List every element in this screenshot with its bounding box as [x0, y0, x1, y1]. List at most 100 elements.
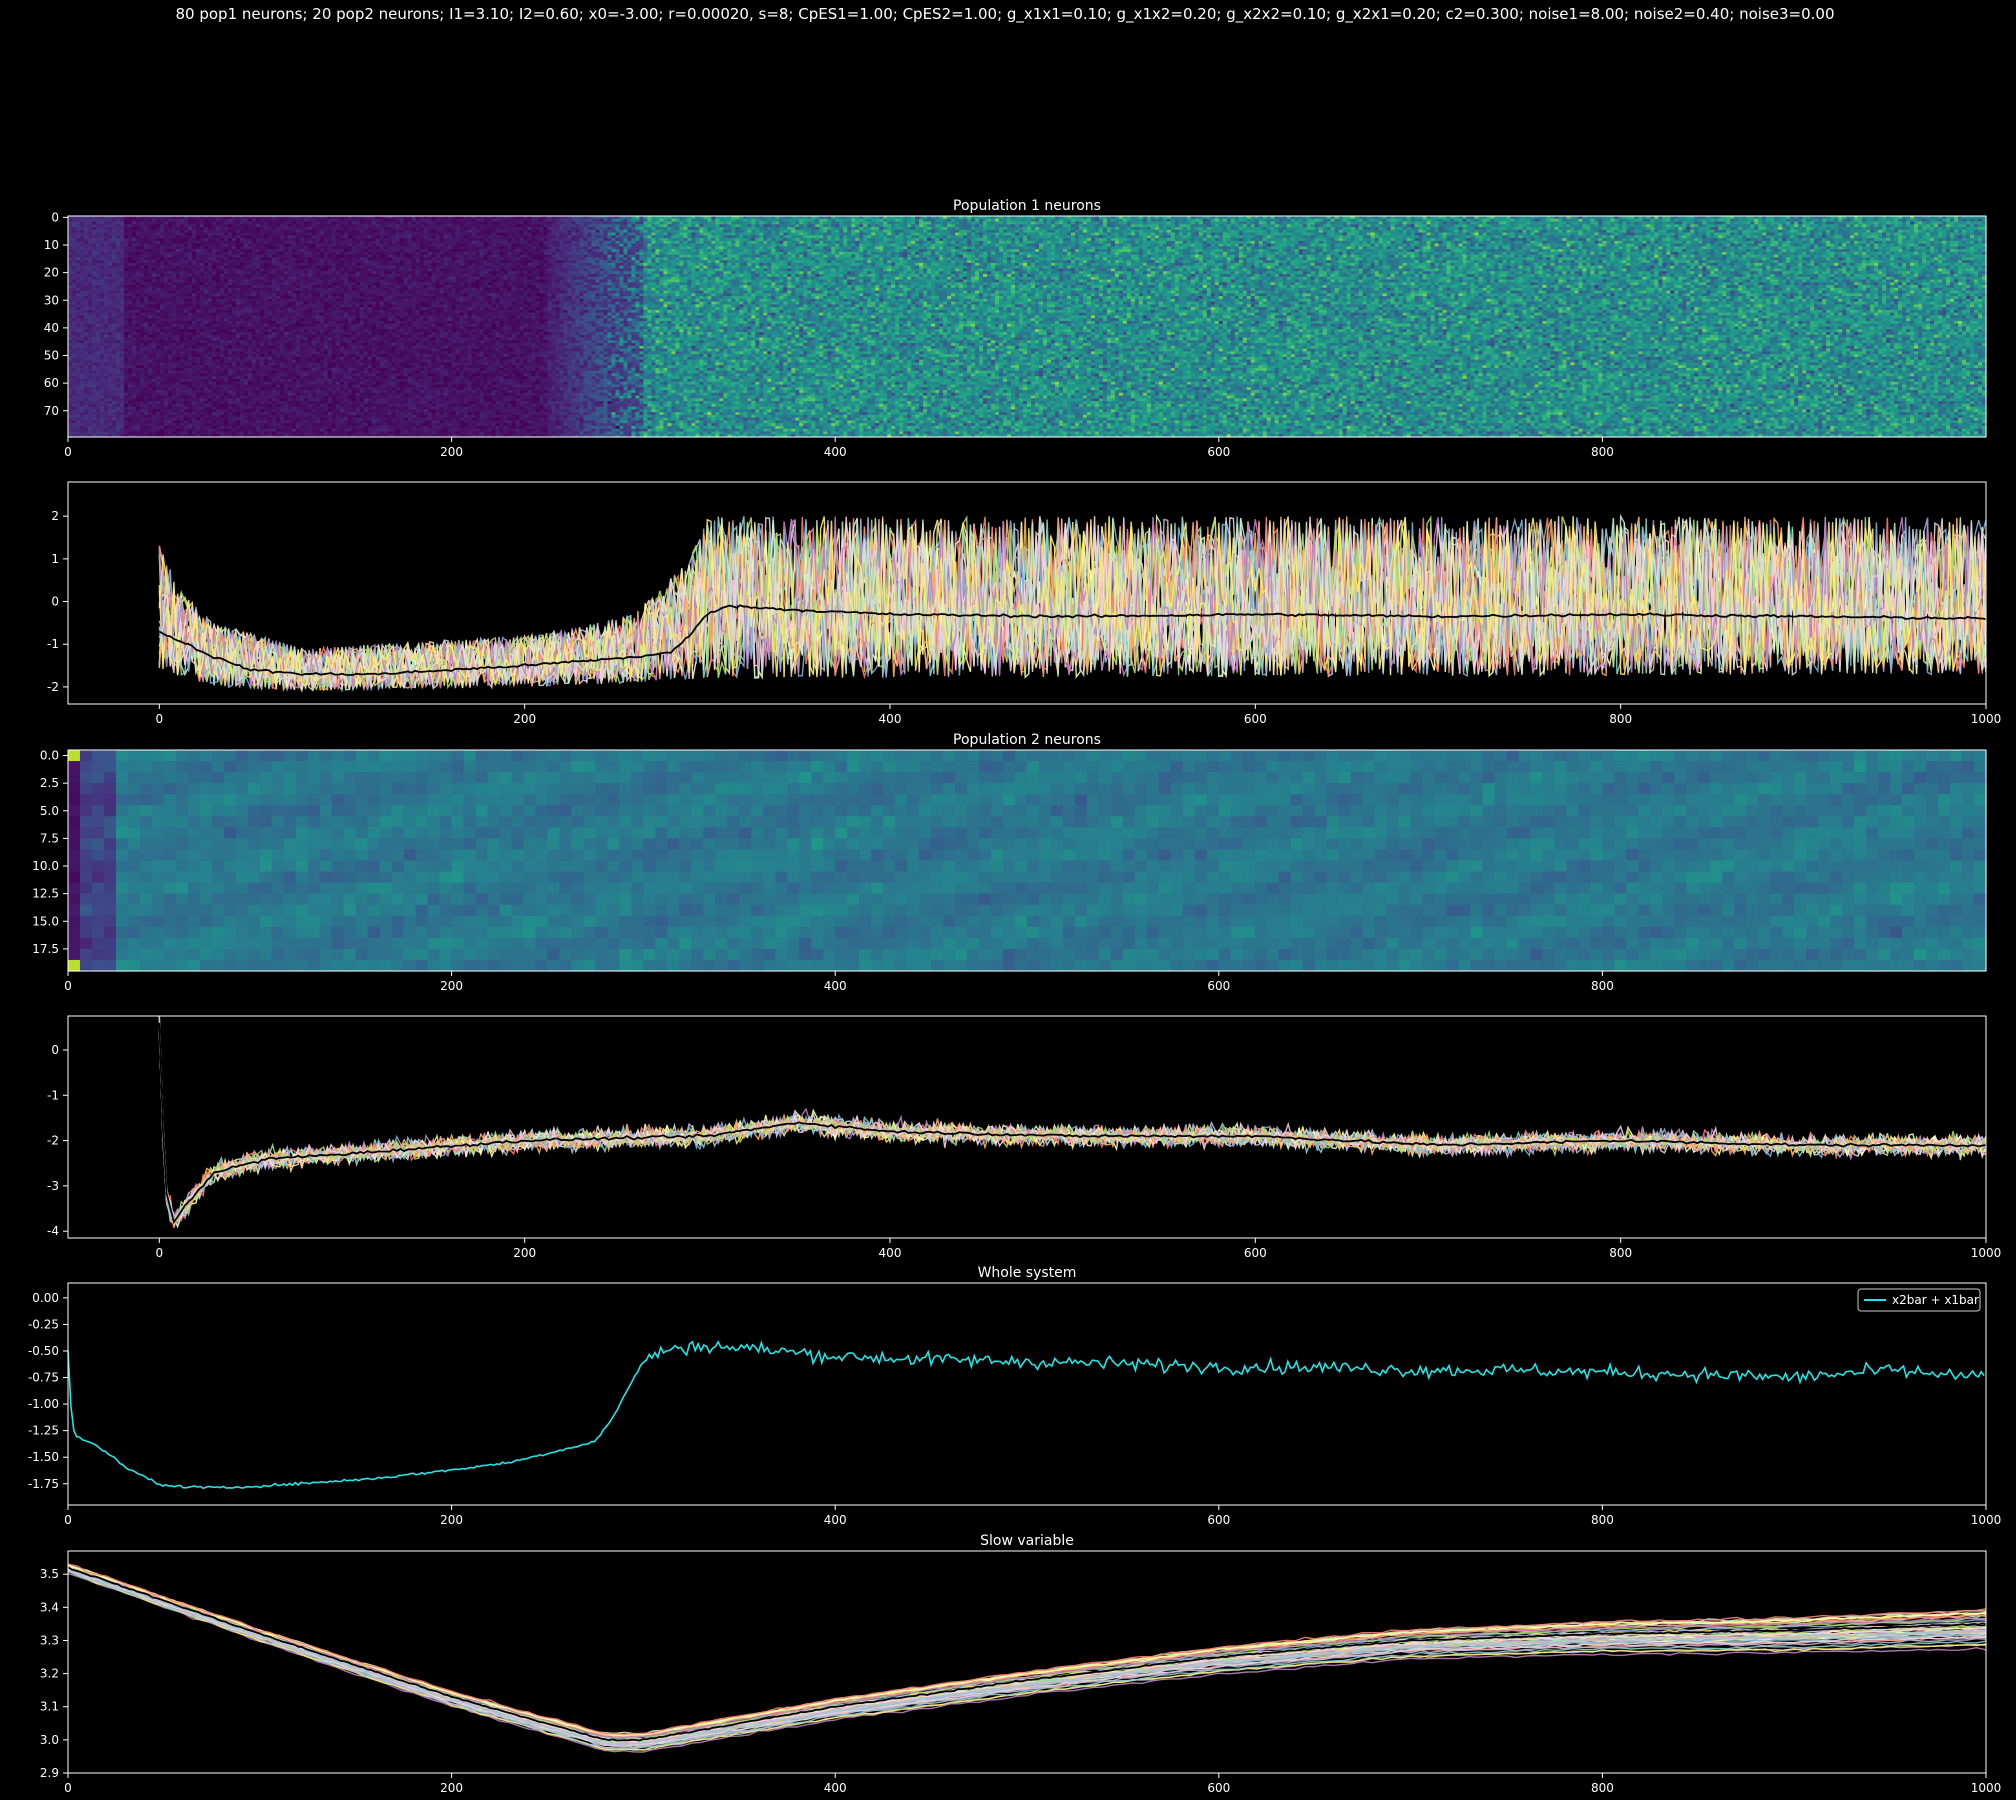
pop2-heatmap-title: Population 2 neurons: [953, 732, 1101, 748]
pop2-heatmap-ytick-label: 2.5: [40, 776, 59, 790]
whole-system-ytick-label: -1.00: [28, 1397, 59, 1411]
pop2-traces-series-line: [159, 1016, 1986, 1227]
pop2-traces-series-line: [159, 1029, 1986, 1226]
pop1-heatmap-cells: [68, 216, 1987, 438]
pop1-heatmap-xtick-label: 800: [1591, 445, 1614, 459]
pop2-traces-xtick-label: 1000: [1971, 1246, 2002, 1260]
pop2-traces-series-line: [159, 1019, 1986, 1218]
pop2-traces-series-line: [159, 1025, 1986, 1221]
whole-system-ytick-label: -0.25: [28, 1317, 59, 1331]
pop2-heatmap-ytick-label: 0.0: [40, 749, 59, 763]
pop2-traces-series-line: [159, 1022, 1986, 1218]
pop2-traces-series-line: [159, 1027, 1986, 1223]
slow-variable-ytick-label: 3.1: [40, 1700, 59, 1714]
slow-variable-series-line: [68, 1570, 1986, 1745]
pop2-traces-xtick-label: 600: [1244, 1246, 1267, 1260]
whole-system-ytick-label: -0.75: [28, 1371, 59, 1385]
slow-variable-ytick-label: 3.5: [40, 1567, 59, 1581]
slow-variable-ytick-label: 3.0: [40, 1733, 59, 1747]
pop2-heatmap-ytick-label: 17.5: [32, 942, 59, 956]
pop1-traces-xtick-label: 0: [156, 712, 164, 726]
slow-variable-series-line: [68, 1567, 1986, 1737]
slow-variable-title: Slow variable: [980, 1533, 1074, 1549]
slow-variable-series-line: [68, 1571, 1986, 1748]
pop1-traces-ytick-label: 1: [51, 552, 59, 566]
pop1-heatmap-xtick-label: 600: [1207, 445, 1230, 459]
pop1-traces-xtick-label: 200: [513, 712, 536, 726]
pop2-traces-ytick-label: -1: [47, 1088, 59, 1102]
slow-variable-ytick-label: 3.2: [40, 1667, 59, 1681]
slow-variable-series-line: [68, 1570, 1986, 1745]
pop2-heatmap-ytick-label: 10.0: [32, 859, 59, 873]
pop1-traces-ytick-label: 0: [51, 595, 59, 609]
pop2-heatmap-ytick-label: 5.0: [40, 804, 59, 818]
slow-variable-series-line: [68, 1570, 1986, 1744]
slow-variable-series-line: [68, 1567, 1986, 1743]
slow-variable-series-line: [68, 1570, 1986, 1745]
slow-variable-ytick-label: 3.3: [40, 1633, 59, 1647]
pop1-traces-xtick-label: 1000: [1971, 712, 2002, 726]
whole-system-ytick-label: -1.75: [28, 1477, 59, 1491]
pop2-traces-series-line: [159, 1030, 1986, 1223]
slow-variable-series-line: [68, 1569, 1986, 1745]
pop1-traces-xtick-label: 600: [1244, 712, 1267, 726]
figure-suptitle: 80 pop1 neurons; 20 pop2 neurons; I1=3.1…: [176, 5, 1835, 24]
whole-system-title: Whole system: [978, 1265, 1077, 1281]
slow-variable-series-line: [68, 1570, 1986, 1746]
slow-variable-series-line: [68, 1570, 1986, 1744]
pop2-traces-ytick-label: -3: [47, 1179, 59, 1193]
pop2-traces-xtick-label: 200: [513, 1246, 536, 1260]
whole-system-frame: [68, 1283, 1986, 1505]
pop1-heatmap-ytick-label: 40: [44, 321, 59, 335]
pop2-heatmap-ytick-label: 15.0: [32, 914, 59, 928]
pop1-heatmap-ytick-label: 10: [44, 238, 59, 252]
pop2-traces-series-line: [159, 1026, 1986, 1227]
slow-variable-series-line: [68, 1569, 1986, 1744]
pop1-traces-xtick-label: 800: [1609, 712, 1632, 726]
whole-system-xtick-label: 400: [824, 1513, 847, 1527]
pop2-traces-series-line: [159, 1026, 1986, 1226]
slow-variable-series-line: [68, 1569, 1986, 1742]
whole-system-legend-label: x2bar + x1bar: [1892, 1293, 1979, 1307]
pop2-heatmap-xtick-label: 600: [1207, 979, 1230, 993]
pop1-heatmap-ytick-label: 30: [44, 293, 59, 307]
slow-variable-ytick-label: 2.9: [40, 1766, 59, 1780]
slow-variable-series-line: [68, 1568, 1986, 1743]
pop2-traces-series-line: [159, 1017, 1986, 1224]
slow-variable-series-line: [68, 1570, 1986, 1744]
pop1-heatmap-ytick-label: 70: [44, 404, 59, 418]
pop2-traces-series-line: [159, 1024, 1986, 1219]
slow-variable-xtick-label: 1000: [1971, 1781, 2002, 1795]
slow-variable-xtick-label: 0: [64, 1781, 72, 1795]
pop2-heatmap-cells: [68, 750, 1987, 972]
pop2-traces-xtick-label: 0: [156, 1246, 164, 1260]
pop2-heatmap-xtick-label: 400: [824, 979, 847, 993]
pop2-traces-xtick-label: 800: [1609, 1246, 1632, 1260]
slow-variable-series-line: [68, 1571, 1986, 1749]
slow-variable-series-line: [68, 1566, 1986, 1738]
pop2-traces-series-line: [159, 1020, 1986, 1224]
whole-system-ytick-label: -0.50: [28, 1344, 59, 1358]
pop1-heatmap-ytick-label: 60: [44, 376, 59, 390]
slow-variable-xtick-label: 600: [1207, 1781, 1230, 1795]
pop2-traces-mean-line: [159, 1023, 1986, 1222]
pop1-heatmap-xtick-label: 400: [824, 445, 847, 459]
pop1-heatmap-ytick-label: 50: [44, 349, 59, 363]
slow-variable-series-line: [68, 1568, 1986, 1742]
pop2-traces-series-line: [159, 1027, 1986, 1227]
whole-system-xtick-label: 0: [64, 1513, 72, 1527]
slow-variable-series-line: [68, 1568, 1986, 1744]
pop2-traces-series-line: [159, 1026, 1986, 1220]
pop2-heatmap-xtick-label: 200: [440, 979, 463, 993]
slow-variable-series-line: [68, 1566, 1986, 1739]
pop2-traces-series-line: [159, 1030, 1986, 1220]
pop2-heatmap-xtick-label: 800: [1591, 979, 1614, 993]
pop2-traces-xtick-label: 400: [879, 1246, 902, 1260]
pop2-heatmap-xtick-label: 0: [64, 979, 72, 993]
slow-variable-series-line: [68, 1570, 1986, 1744]
pop1-heatmap-xtick-label: 0: [64, 445, 72, 459]
slow-variable-series-line: [68, 1571, 1986, 1746]
whole-system-xtick-label: 200: [440, 1513, 463, 1527]
pop1-heatmap-title: Population 1 neurons: [953, 198, 1101, 214]
pop2-traces-ytick-label: -4: [47, 1224, 59, 1238]
